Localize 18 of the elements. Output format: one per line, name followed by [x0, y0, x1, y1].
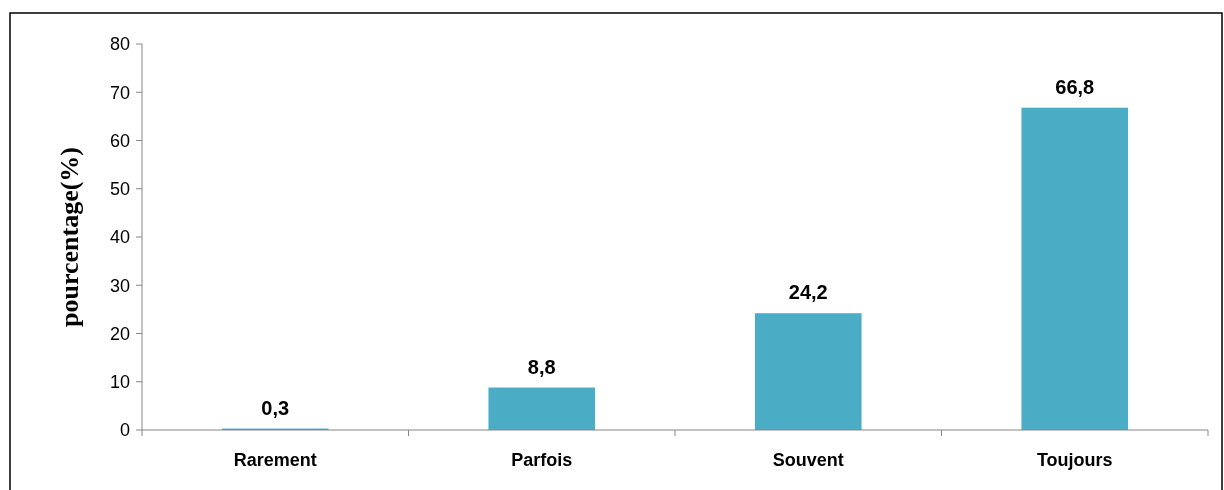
y-tick-label: 30 [109, 275, 130, 296]
y-tick-label: 0 [119, 420, 130, 441]
y-tick-label: 50 [109, 179, 130, 200]
data-label: 24,2 [788, 281, 828, 304]
y-tick-label: 80 [109, 34, 130, 55]
data-label: 0,3 [261, 396, 290, 419]
y-tick-label: 20 [109, 323, 130, 344]
data-label: 66,8 [1055, 75, 1095, 98]
y-tick-label: 40 [109, 227, 130, 248]
x-tick-label: Souvent [772, 450, 844, 470]
y-tick-label: 60 [109, 130, 130, 151]
y-tick-label: 70 [109, 82, 130, 103]
x-tick-label: Parfois [511, 450, 573, 470]
x-tick-label: Toujours [1036, 450, 1113, 470]
data-label: 8,8 [527, 355, 556, 378]
x-tick-label: Rarement [233, 450, 317, 470]
y-axis-title: pourcentage(%) [55, 146, 84, 328]
y-tick-label: 10 [109, 372, 130, 393]
